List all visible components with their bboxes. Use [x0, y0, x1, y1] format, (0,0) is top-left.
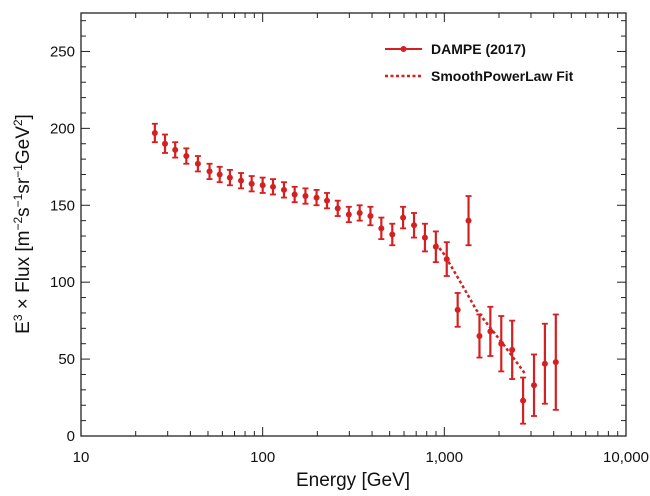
y-tick-label: 50	[58, 351, 75, 368]
data-point	[498, 340, 505, 347]
y-tick-label: 100	[50, 274, 75, 291]
data-point	[356, 209, 363, 216]
legend-label-dampe: DAMPE (2017)	[431, 41, 526, 57]
data-point	[345, 211, 352, 218]
y-axis-label-part: ]	[13, 114, 34, 119]
y-axis-label-part: −1	[11, 164, 25, 178]
legend-label-fit: SmoothPowerLaw Fit	[431, 68, 574, 84]
data-point	[194, 160, 201, 167]
data-point	[172, 146, 179, 153]
data-point	[389, 231, 396, 238]
data-point	[238, 177, 245, 184]
y-axis-label-part: E	[13, 321, 34, 334]
y-tick-label: 150	[50, 197, 75, 214]
data-point	[509, 346, 516, 353]
data-point	[270, 183, 277, 190]
legend: DAMPE (2017) SmoothPowerLaw Fit	[385, 41, 574, 84]
data-point	[248, 180, 255, 187]
data-point	[313, 194, 320, 201]
y-tick-label: 200	[50, 120, 75, 137]
plot-frame	[80, 12, 627, 437]
x-axis-label: Energy [GeV]	[296, 470, 410, 491]
y-axis-label-part: 3	[11, 314, 25, 321]
x-tick-label: 1,000	[426, 449, 464, 466]
legend-marker-dampe	[400, 46, 407, 52]
data-point	[400, 214, 407, 221]
y-axis-label-part: 2	[11, 119, 25, 126]
data-point	[520, 397, 527, 404]
data-point	[280, 186, 287, 193]
data-point	[421, 234, 428, 241]
data-point	[367, 213, 374, 220]
data-point	[454, 306, 461, 313]
data-point	[216, 171, 223, 178]
y-axis-label-part: GeV	[13, 126, 34, 164]
y-axis-label-part: × Flux [m	[13, 231, 34, 315]
data-point	[487, 328, 494, 335]
data-point	[323, 197, 330, 204]
x-tick-label: 10	[73, 449, 90, 466]
x-tick-label: 100	[250, 449, 275, 466]
y-tick-label: 250	[50, 43, 75, 60]
data-point	[476, 333, 483, 340]
data-point	[162, 140, 169, 147]
data-point	[531, 382, 538, 389]
x-tick-label: 10,000	[603, 449, 649, 466]
data-point	[151, 129, 158, 136]
data-point	[443, 256, 450, 263]
data-point	[334, 205, 341, 212]
y-axis-label-part: sr	[13, 177, 34, 194]
y-tick-label: 0	[67, 428, 75, 445]
data-point	[378, 225, 385, 232]
y-axis-label: E3 × Flux [m−2s−1sr−1GeV2]	[11, 114, 34, 334]
data-point	[183, 153, 190, 160]
data-point	[432, 243, 439, 250]
data-point	[259, 182, 266, 189]
y-axis-label-part: −1	[11, 193, 25, 207]
data-point	[552, 359, 559, 366]
data-point	[226, 174, 233, 181]
data-point	[291, 191, 298, 198]
y-axis-label-part: s	[13, 207, 34, 217]
data-point	[465, 217, 472, 224]
y-axis-label-part: −2	[11, 217, 25, 231]
data-point	[411, 222, 418, 229]
data-point	[302, 193, 309, 200]
data-point	[541, 360, 548, 367]
data-point	[206, 168, 213, 175]
